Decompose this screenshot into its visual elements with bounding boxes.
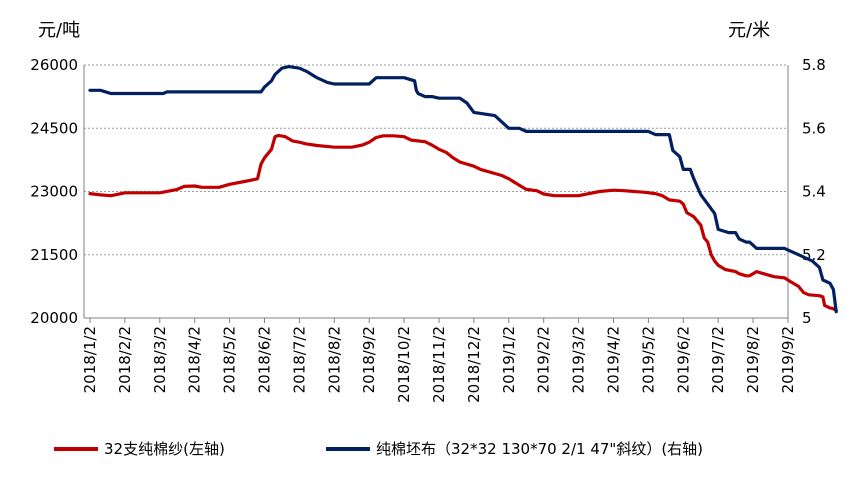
x-tick-label: 2019/7/2: [709, 326, 727, 393]
left-y-tick-label: 20000: [30, 309, 78, 327]
left-y-tick-label: 26000: [30, 56, 78, 74]
axes: [83, 65, 789, 323]
grid-lines: [84, 64, 788, 256]
x-tick-label: 2019/2/2: [535, 326, 553, 393]
series-lines: [88, 64, 838, 314]
x-tick-label: 2019/5/2: [639, 326, 657, 393]
series-line-greige: [88, 64, 838, 314]
x-tick-label: 2018/7/2: [290, 326, 308, 393]
x-tick-label: 2018/2/2: [116, 326, 134, 393]
x-tick-label: 2018/1/2: [81, 326, 99, 393]
x-tick-label: 2018/12/2: [465, 326, 483, 403]
left-y-tick-label: 24500: [30, 119, 78, 137]
legend-label-greige: 纯棉坯布（32*32 130*70 2/1 47"斜纹）(右轴): [376, 440, 704, 458]
x-tick-label: 2018/4/2: [186, 326, 204, 393]
x-tick-label: 2019/4/2: [605, 326, 623, 393]
legend-item-greige: 纯棉坯布（32*32 130*70 2/1 47"斜纹）(右轴): [326, 438, 703, 459]
x-axis-ticks: 2018/1/2 2018/2/2 2018/3/2 2018/4/2 2018/5/2…: [81, 326, 797, 403]
right-y-tick-label: 5.8: [802, 56, 826, 74]
legend-swatch-greige: [326, 446, 370, 451]
right-y-axis-ticks: 55.25.45.65.8: [802, 56, 826, 327]
left-y-axis-ticks: 20000 21500 23000 24500 26000: [30, 56, 78, 327]
series-line-yarn: [88, 133, 838, 312]
x-tick-label: 2018/10/2: [395, 326, 413, 403]
x-tick-label: 2018/9/2: [360, 326, 378, 393]
x-tick-label: 2019/1/2: [500, 326, 518, 393]
x-tick-label: 2019/9/2: [779, 326, 797, 393]
left-y-tick-label: 21500: [30, 246, 78, 264]
legend-item-yarn: 32支纯棉纱(左轴): [54, 438, 225, 459]
x-tick-label: 2018/5/2: [221, 326, 239, 393]
right-y-tick-label: 5: [802, 309, 812, 327]
x-tick-label: 2019/8/2: [744, 326, 762, 393]
legend-swatch-yarn: [54, 446, 98, 451]
right-axis-unit: 元/米: [728, 20, 771, 41]
left-axis-unit: 元/吨: [38, 20, 81, 41]
right-y-tick-label: 5.6: [802, 119, 826, 137]
x-tick-label: 2019/6/2: [674, 326, 692, 393]
x-tick-label: 2019/3/2: [570, 326, 588, 393]
left-y-tick-label: 23000: [30, 183, 78, 201]
x-tick-label: 2018/3/2: [151, 326, 169, 393]
x-tick-label: 2018/11/2: [430, 326, 448, 403]
legend-label-yarn: 32支纯棉纱(左轴): [104, 440, 225, 458]
x-tick-label: 2018/8/2: [325, 326, 343, 393]
right-y-tick-label: 5.4: [802, 183, 826, 201]
x-tick-label: 2018/6/2: [256, 326, 274, 393]
